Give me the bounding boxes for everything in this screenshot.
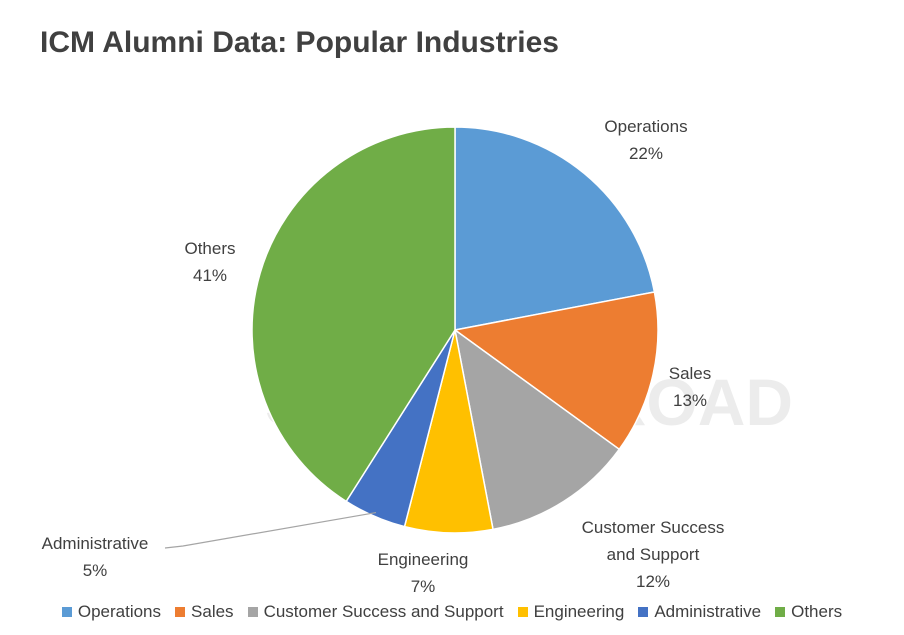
legend-item: Engineering	[517, 602, 625, 622]
pie-slice	[453, 328, 621, 531]
data-label: Customer Success and Support 12%	[568, 514, 738, 595]
legend-swatch	[175, 607, 186, 617]
data-label: Engineering 7%	[378, 546, 469, 600]
pie-slice	[454, 126, 656, 331]
legend-item: Customer Success and Support	[247, 602, 504, 622]
legend-swatch	[775, 607, 786, 617]
data-label-name: Operations	[604, 117, 688, 136]
data-label-name: Others	[184, 239, 236, 258]
legend-swatch	[517, 607, 528, 617]
data-label-name: Administrative	[41, 534, 149, 553]
legend-label: Customer Success and Support	[263, 602, 504, 621]
data-label-value: 7%	[410, 577, 436, 596]
data-label-name: Engineering	[377, 550, 469, 569]
legend-label: Administrative	[654, 602, 762, 621]
legend-item: Operations	[61, 602, 162, 622]
legend-label: Engineering	[533, 602, 625, 621]
legend-item: Sales	[175, 602, 234, 622]
pie-slice	[251, 126, 456, 503]
data-label: Others 41%	[184, 235, 235, 289]
data-label: Sales 13%	[669, 360, 712, 414]
data-label-value: 22%	[628, 144, 664, 163]
data-label-name: Sales	[668, 364, 712, 383]
data-label: Administrative 5%	[42, 530, 149, 584]
legend-item: Administrative	[638, 602, 761, 622]
leader-line	[164, 511, 377, 549]
data-label-name: Customer Success and Support	[581, 518, 725, 564]
legend-label: Others	[791, 602, 843, 621]
legend-swatch	[247, 607, 258, 617]
data-label-value: 12%	[635, 572, 671, 591]
data-label-value: 5%	[82, 561, 108, 580]
chart-title: ICM Alumni Data: Popular Industries	[40, 26, 559, 59]
data-label-value: 41%	[192, 266, 228, 285]
legend-item: Others	[775, 602, 842, 622]
legend-swatch	[61, 607, 72, 617]
legend: Operations Sales Customer Success and Supp…	[0, 602, 904, 622]
data-label-value: 13%	[672, 391, 708, 410]
legend-label: Sales	[191, 602, 234, 621]
legend-swatch	[638, 607, 649, 617]
data-label: Operations 22%	[604, 113, 687, 167]
pie-slice	[453, 291, 659, 451]
legend-label: Operations	[77, 602, 162, 621]
